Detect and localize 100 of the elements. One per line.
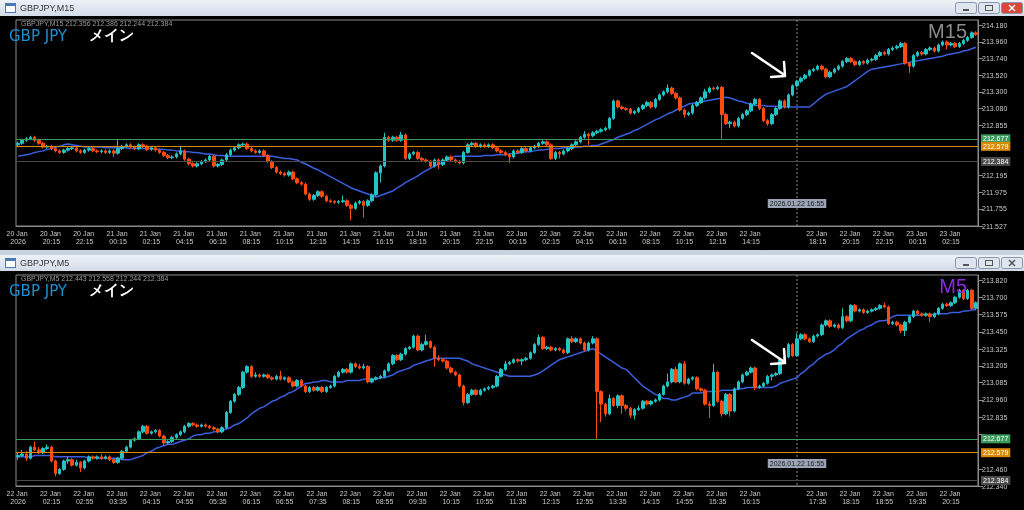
candlestick bbox=[75, 459, 78, 468]
candlestick bbox=[895, 44, 899, 50]
candlestick bbox=[545, 345, 549, 351]
candlestick bbox=[445, 154, 449, 162]
candlestick bbox=[520, 357, 524, 366]
candlestick bbox=[75, 145, 78, 153]
candlestick bbox=[275, 374, 278, 381]
candlestick bbox=[416, 334, 420, 352]
candlestick bbox=[853, 59, 857, 67]
candlestick bbox=[304, 182, 307, 197]
candlestick bbox=[583, 130, 586, 140]
candlestick bbox=[254, 371, 257, 379]
candlestick bbox=[720, 85, 724, 141]
candlestick bbox=[770, 373, 774, 381]
candlestick bbox=[349, 203, 353, 221]
candlestick bbox=[62, 459, 66, 472]
candlestick bbox=[195, 161, 199, 169]
candlestick bbox=[666, 83, 669, 94]
candlestick bbox=[191, 421, 195, 427]
candlestick bbox=[783, 98, 786, 110]
candlestick bbox=[678, 361, 682, 384]
candlestick bbox=[70, 457, 74, 468]
candlestick bbox=[79, 460, 82, 473]
candlestick bbox=[374, 375, 378, 381]
candlestick bbox=[416, 150, 420, 161]
candlestick bbox=[66, 146, 70, 153]
candlestick bbox=[154, 428, 157, 434]
candlestick bbox=[516, 148, 520, 155]
candlestick bbox=[91, 146, 95, 153]
candlestick bbox=[858, 59, 861, 67]
candlestick bbox=[341, 367, 345, 375]
candlestick bbox=[674, 366, 678, 384]
candlestick bbox=[95, 148, 99, 154]
candlestick bbox=[208, 154, 211, 162]
candlestick bbox=[295, 378, 299, 388]
candlestick bbox=[937, 306, 940, 316]
candlestick bbox=[724, 392, 728, 416]
candlestick bbox=[408, 151, 411, 161]
candlestick bbox=[558, 150, 561, 159]
text: GBPJPY,M5 bbox=[20, 257, 70, 270]
candlestick bbox=[54, 146, 57, 153]
candlestick bbox=[837, 64, 840, 72]
candlestick bbox=[749, 101, 753, 113]
candlestick bbox=[341, 195, 345, 204]
candlestick bbox=[333, 199, 336, 205]
candlestick bbox=[912, 53, 915, 69]
candlestick bbox=[828, 70, 832, 79]
annotation: M5 bbox=[939, 275, 968, 297]
candlestick bbox=[937, 42, 940, 54]
candlestick bbox=[479, 142, 482, 149]
candlestick bbox=[645, 100, 649, 108]
candlestick bbox=[116, 139, 120, 156]
candlestick bbox=[179, 429, 182, 437]
candlestick bbox=[499, 148, 503, 155]
candlestick bbox=[70, 145, 74, 151]
candlestick bbox=[291, 170, 295, 181]
candlestick bbox=[512, 148, 515, 159]
candlestick bbox=[62, 148, 66, 155]
candlestick bbox=[370, 377, 374, 384]
candlestick bbox=[870, 307, 874, 313]
candlestick bbox=[262, 373, 266, 379]
candlestick bbox=[633, 407, 636, 420]
candlestick bbox=[616, 393, 620, 409]
candlestick bbox=[137, 429, 141, 441]
candlestick bbox=[229, 148, 232, 157]
candlestick bbox=[150, 145, 153, 152]
candlestick bbox=[95, 454, 99, 461]
candlestick bbox=[883, 50, 886, 57]
candlestick bbox=[845, 56, 849, 64]
candlestick bbox=[445, 359, 449, 370]
candlestick bbox=[670, 86, 674, 96]
candlestick bbox=[145, 424, 149, 436]
candlestick bbox=[258, 373, 261, 379]
candlestick bbox=[541, 335, 545, 351]
candlestick bbox=[595, 336, 599, 440]
candlestick bbox=[141, 142, 145, 149]
candlestick bbox=[974, 300, 978, 311]
candlestick bbox=[612, 396, 615, 408]
candlestick bbox=[179, 145, 182, 156]
candlestick bbox=[316, 385, 320, 393]
candlestick bbox=[899, 323, 903, 334]
candlestick bbox=[554, 150, 557, 161]
text: GBP JPY bbox=[9, 281, 68, 300]
candlestick bbox=[920, 311, 924, 318]
candlestick bbox=[849, 56, 853, 64]
candlestick bbox=[966, 288, 969, 301]
candlestick bbox=[945, 39, 949, 50]
candlestick bbox=[849, 303, 853, 323]
candlestick bbox=[512, 357, 515, 365]
candlestick bbox=[924, 311, 928, 318]
candlestick bbox=[129, 438, 132, 450]
candlestick bbox=[624, 106, 628, 112]
candlestick bbox=[125, 142, 128, 149]
candlestick bbox=[58, 148, 61, 155]
candlestick bbox=[820, 323, 824, 337]
candlestick bbox=[799, 76, 803, 84]
candlestick bbox=[712, 363, 715, 408]
candlestick bbox=[853, 303, 857, 313]
candlestick bbox=[887, 47, 890, 57]
candlestick bbox=[691, 375, 694, 381]
